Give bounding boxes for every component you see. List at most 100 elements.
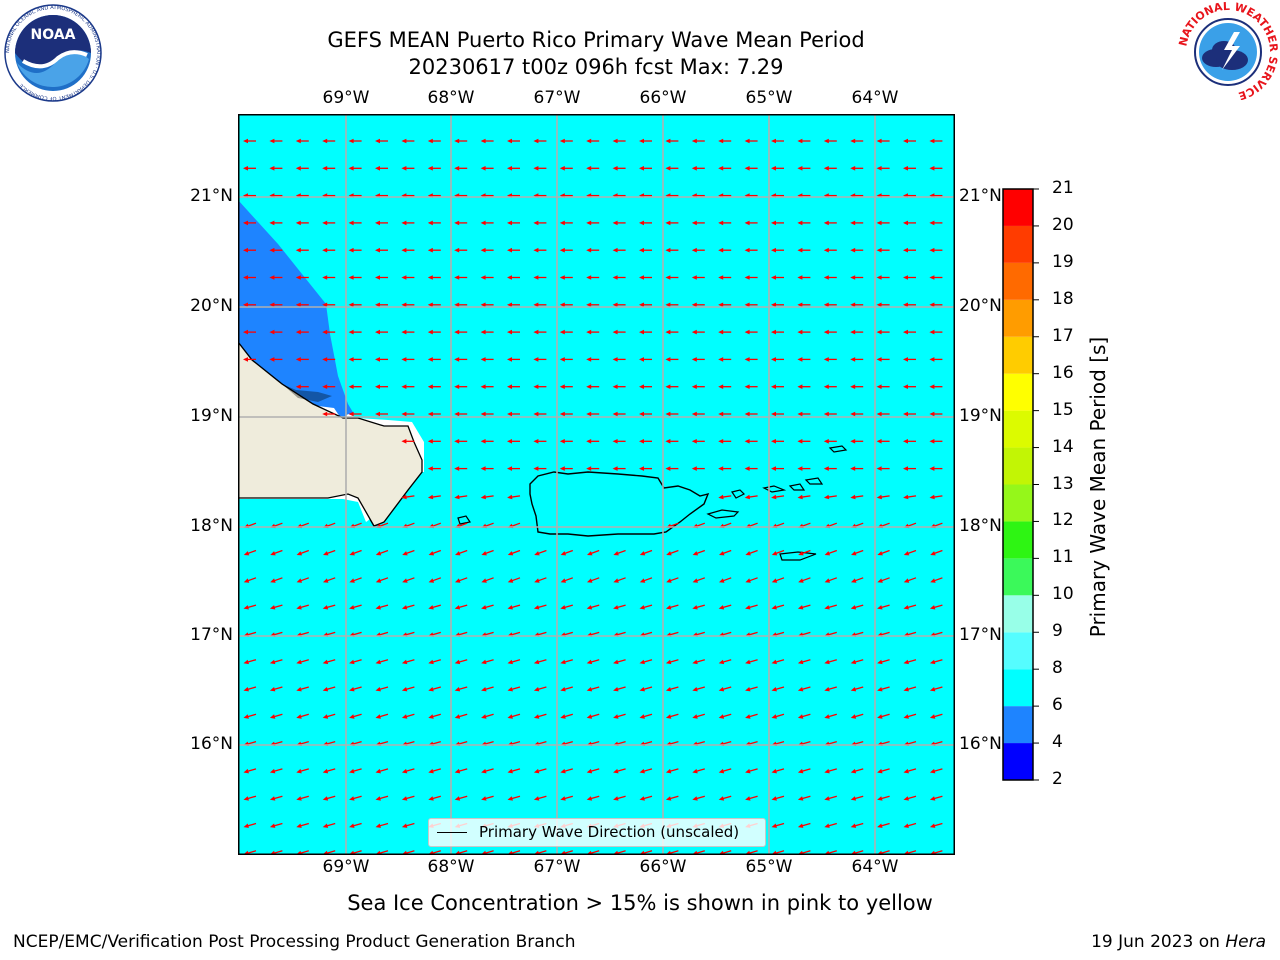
wave-arrow-head (559, 138, 565, 144)
colorbar-tick-label: 12 (1052, 510, 1074, 531)
wave-arrow-head (639, 357, 644, 362)
wave-arrow-head (480, 466, 486, 471)
wave-arrow-head (612, 138, 618, 144)
wave-arrow-head (533, 329, 539, 335)
wave-arrow-head (586, 357, 592, 362)
wave-arrow-head (823, 439, 829, 444)
wave-arrow-head (850, 605, 857, 610)
wave-arrow-head (877, 659, 883, 665)
wave-arrow-head (797, 411, 803, 417)
wave-arrow-head (744, 138, 750, 144)
wave-arrow-head (296, 796, 302, 801)
wave-arrow-head (929, 220, 935, 226)
wave-arrow-head (507, 466, 512, 471)
wave-arrow-head (322, 275, 328, 280)
map-legend: Primary Wave Direction (unscaled) (428, 818, 766, 847)
colorbar-segment (1003, 558, 1033, 596)
wave-arrow-head (903, 329, 908, 335)
wave-arrow-head (744, 166, 750, 171)
wave-arrow-head (850, 466, 856, 471)
wave-arrow-head (428, 551, 435, 556)
wave-arrow-head (665, 411, 671, 417)
wave-arrow-head (348, 357, 354, 362)
wave-arrow-head (322, 220, 328, 226)
wave-arrow-head (586, 275, 592, 280)
colorbar-segment (1003, 706, 1033, 744)
wave-arrow-head (454, 138, 460, 144)
wave-arrow-head (850, 302, 856, 308)
wave-arrow-head (295, 220, 301, 226)
wave-arrow-head (823, 275, 829, 280)
wave-arrow-head (824, 551, 831, 556)
wave-arrow-head (348, 411, 354, 417)
wave-arrow-head (427, 494, 434, 500)
wave-arrow-head (612, 275, 618, 280)
wave-arrow-head (349, 551, 355, 556)
wave-arrow-head (823, 302, 829, 308)
wave-arrow-head (850, 439, 856, 444)
wave-arrow-head (824, 605, 830, 610)
wave-arrow-head (823, 247, 829, 253)
colorbar-tick-label: 2 (1052, 769, 1063, 789)
wave-arrow-head (401, 796, 408, 801)
wave-arrow-head (744, 466, 750, 471)
wave-arrow-head (533, 605, 540, 610)
wave-arrow-head (797, 605, 804, 610)
wave-arrow-head (454, 384, 460, 389)
wave-arrow-head (401, 411, 407, 417)
colorbar-segment (1003, 632, 1033, 670)
wave-arrow-head (718, 796, 725, 801)
map-frame (238, 114, 955, 855)
wave-arrow-head (612, 384, 618, 389)
wave-arrow-head (533, 275, 539, 280)
wave-arrow-head (718, 384, 724, 389)
wave-arrow-head (349, 823, 355, 828)
wave-arrow-head (322, 247, 328, 253)
wave-arrow-head (507, 220, 512, 226)
wave-arrow-head (771, 275, 776, 280)
wave-arrow-head (559, 329, 565, 335)
hispaniola-coast (238, 340, 423, 527)
wave-arrow-head (586, 302, 592, 308)
wave-arrow-head (481, 578, 487, 583)
wave-arrow-head (639, 605, 645, 610)
wave-arrow-head (665, 714, 672, 719)
wave-arrow-head (771, 220, 776, 226)
wave-arrow-head (559, 411, 565, 417)
lat-tick-left: 17°N (190, 625, 233, 645)
wave-arrow-head (929, 796, 936, 801)
wave-arrow-head (771, 659, 777, 665)
wave-arrow-head (533, 138, 539, 144)
lat-tick-right: 16°N (959, 734, 1002, 754)
wave-arrow-head (718, 138, 724, 144)
wave-arrow-head (771, 823, 777, 828)
wave-arrow-head (612, 247, 618, 253)
chart-subtitle: 20230617 t00z 096h fcst Max: 7.29 (408, 55, 784, 79)
wave-arrow-head (322, 329, 328, 335)
wave-arrow-head (771, 714, 777, 719)
wave-arrow-head (797, 329, 803, 335)
wave-arrow-head (665, 466, 671, 471)
wave-arrow-head (559, 220, 565, 226)
wave-arrow-head (718, 768, 725, 774)
wave-arrow-head (243, 659, 249, 665)
lon-tick-top: 66°W (639, 88, 687, 108)
wave-arrow-head (718, 166, 724, 171)
wave-arrow-head (876, 166, 882, 171)
wave-arrow-head (850, 384, 856, 389)
wave-arrow-head (454, 275, 460, 280)
lon-tick-bottom: 67°W (533, 857, 581, 877)
wave-arrow-head (375, 686, 381, 692)
wave-arrow-head (877, 605, 883, 610)
wave-arrow-head (586, 686, 593, 692)
wave-arrow-head (295, 384, 301, 389)
wave-arrow-head (876, 138, 882, 144)
wave-arrow-head (507, 329, 512, 335)
wave-arrow-head (507, 275, 512, 280)
wave-arrow-head (850, 357, 856, 362)
lon-tick-top: 65°W (745, 88, 793, 108)
wave-arrow-head (691, 384, 697, 389)
lat-tick-left: 19°N (190, 406, 233, 426)
wave-arrow-head (481, 714, 487, 719)
colorbar-tick-label: 15 (1052, 399, 1074, 420)
